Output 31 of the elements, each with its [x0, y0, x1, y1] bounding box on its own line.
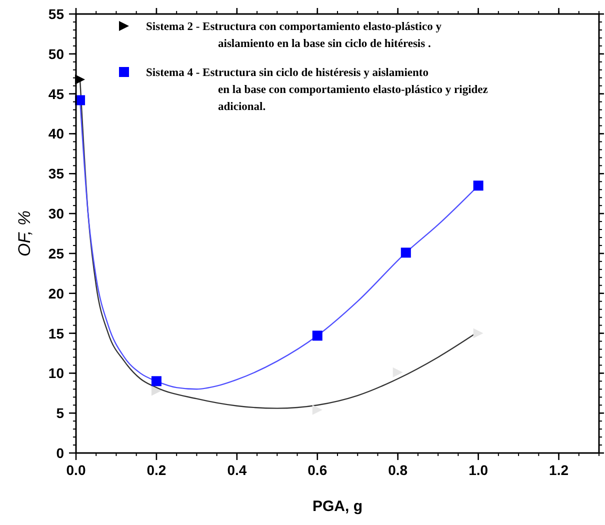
point [473, 328, 484, 338]
point [151, 376, 162, 386]
point [400, 248, 411, 258]
y-tick-label: 0 [56, 445, 64, 461]
point [312, 330, 322, 341]
y-tick-label: 40 [48, 126, 64, 142]
point [312, 404, 322, 415]
x-tick-label: 0.4 [227, 462, 247, 478]
point [473, 180, 484, 191]
legend-label: Sistema 4 - Estructura sin ciclo de histéresis y aislamiento en la base con comportamiento elasto-plástico y rigidez adicional. [146, 67, 488, 113]
x-tick-label: 0.0 [66, 462, 86, 478]
y-tick-label: 25 [48, 245, 64, 262]
y-tick-label: 20 [48, 285, 64, 302]
x-tick-label: 1.0 [468, 462, 488, 478]
y-tick-label: 10 [48, 365, 64, 382]
y-tick-label: 50 [48, 46, 64, 62]
y-tick-label: 15 [48, 325, 64, 342]
x-tick-label: 0.8 [388, 462, 408, 478]
y-tick-label: 30 [48, 206, 64, 222]
y-axis-title: OF, % [15, 210, 34, 256]
x-tick-label: 1.2 [549, 462, 569, 478]
x-tick-label: 0.6 [308, 462, 328, 478]
x-tick-label: 0.2 [146, 462, 166, 478]
y-tick-label: 45 [48, 86, 64, 102]
y-tick-label: 55 [48, 6, 64, 22]
y-tick-label: 35 [48, 166, 64, 182]
point [392, 367, 403, 378]
legend-label: Sistema 2 - Estructura con comportamiento elasto-plástico y aislamiento en la base sin ciclo de hitéresis . [146, 21, 442, 50]
y-tick-label: 5 [56, 405, 64, 422]
x-axis-title: PGA, g [312, 498, 363, 515]
point [151, 386, 162, 396]
